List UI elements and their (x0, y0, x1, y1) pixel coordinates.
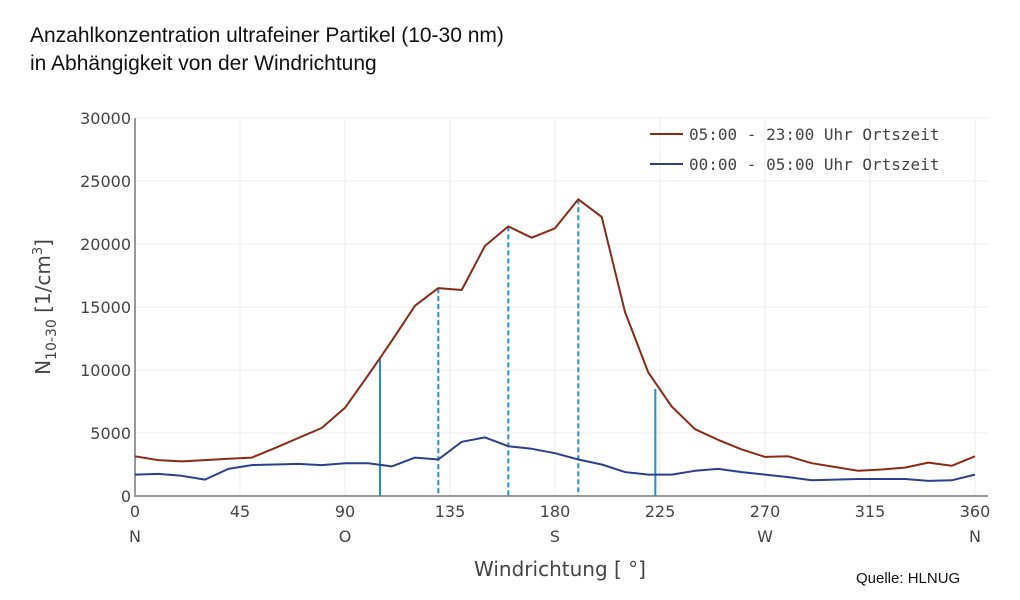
x-tick-label: 180 (540, 502, 571, 521)
x-tick-label: 0 (130, 502, 140, 521)
y-tick-label: 15000 (80, 298, 131, 317)
y-tick-label: 20000 (80, 235, 131, 254)
axes (134, 118, 988, 497)
series-line-day (134, 198, 976, 472)
compass-label: N (129, 527, 141, 546)
y-tick-label: 30000 (80, 109, 131, 128)
compass-label: W (757, 527, 773, 546)
legend: 05:00 - 23:00 Uhr Ortszeit 00:00 - 05:00… (650, 125, 939, 174)
chart-title-line1: Anzahlkonzentration ultrafeiner Partikel… (30, 24, 504, 47)
legend-item-day[interactable]: 05:00 - 23:00 Uhr Ortszeit (650, 125, 939, 144)
y-axis-ticks: 0 5000 10000 15000 20000 25000 30000 (80, 109, 131, 506)
y-tick-label: 10000 (80, 361, 131, 380)
y-axis-title: N10-30 [1/cm3] (31, 239, 60, 375)
source-credit: Quelle: HLNUG (856, 570, 961, 587)
x-axis-title: Windrichtung [ °] (474, 557, 646, 581)
annotation-lines (379, 199, 657, 496)
legend-label-night: 00:00 - 05:00 Uhr Ortszeit (689, 155, 939, 174)
compass-label: N (969, 527, 981, 546)
compass-label: S (550, 527, 560, 546)
legend-label-day: 05:00 - 23:00 Uhr Ortszeit (689, 125, 939, 144)
x-tick-label: 90 (335, 502, 355, 521)
y-tick-label: 25000 (80, 172, 131, 191)
x-tick-label: 225 (645, 502, 676, 521)
x-tick-label: 315 (855, 502, 886, 521)
y-tick-label: 5000 (90, 424, 131, 443)
x-tick-label: 270 (750, 502, 781, 521)
x-tick-label: 360 (960, 502, 991, 521)
chart-title-line2: in Abhängigkeit von der Windrichtung (30, 52, 377, 75)
grid-lines (135, 117, 988, 496)
legend-item-night[interactable]: 00:00 - 05:00 Uhr Ortszeit (650, 155, 939, 174)
chart-title: Anzahlkonzentration ultrafeiner Partikel… (30, 22, 504, 78)
series-lines (134, 198, 976, 482)
x-tick-label: 135 (435, 502, 466, 521)
y-tick-label: 0 (121, 487, 131, 506)
series-line-night (134, 436, 976, 482)
x-tick-label: 45 (230, 502, 250, 521)
compass-label: O (339, 527, 352, 546)
x-axis-ticks: 0 45 90 135 180 225 270 315 360 (130, 502, 990, 521)
